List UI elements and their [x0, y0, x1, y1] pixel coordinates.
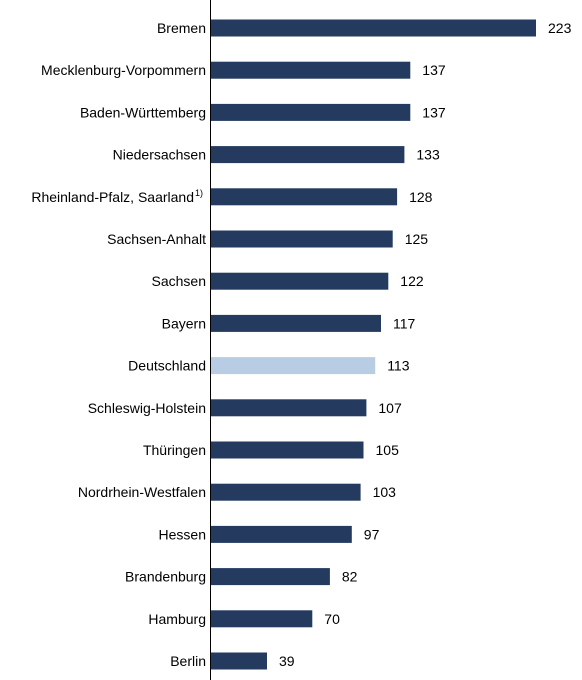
category-label-3: Niedersachsen	[113, 147, 206, 163]
value-label-1: 137	[422, 62, 446, 78]
value-label-3: 133	[416, 147, 440, 163]
bar-11	[210, 483, 361, 501]
bar-1	[210, 61, 411, 79]
category-label-7: Bayern	[162, 315, 206, 331]
category-label-1: Mecklenburg-Vorpommern	[41, 62, 206, 78]
value-label-15: 39	[279, 653, 295, 669]
bar-12	[210, 525, 352, 543]
value-label-5: 125	[405, 231, 429, 247]
category-label-9: Schleswig-Holstein	[88, 400, 206, 416]
bar-3	[210, 146, 405, 164]
value-labels-group: 223 137 137 133 128 125 122 117 113 107 105 103 97 82…	[279, 20, 572, 669]
category-label-10: Thüringen	[143, 442, 206, 458]
value-label-4: 128	[409, 189, 433, 205]
category-label-11: Nordrhein-Westfalen	[78, 484, 206, 500]
bar-13	[210, 568, 330, 586]
value-label-9: 107	[378, 400, 402, 416]
bar-9	[210, 399, 367, 417]
value-label-8: 113	[387, 358, 410, 374]
category-label-14: Hamburg	[148, 611, 206, 627]
category-labels-group: Bremen Mecklenburg-Vorpommern Baden-Württe…	[31, 20, 206, 669]
value-label-6: 122	[400, 273, 424, 289]
value-label-10: 105	[376, 442, 400, 458]
value-label-11: 103	[373, 484, 397, 500]
bar-7	[210, 314, 381, 332]
value-label-14: 70	[324, 611, 340, 627]
category-label-6: Sachsen	[152, 273, 206, 289]
category-label-2: Baden-Württemberg	[80, 104, 206, 120]
bars-group	[210, 19, 536, 670]
bar-15	[210, 652, 267, 670]
category-label-15: Berlin	[170, 653, 206, 669]
category-label-8: Deutschland	[128, 358, 206, 374]
bar-6	[210, 272, 389, 290]
bar-4	[210, 188, 398, 206]
category-footnote-4: 1)	[195, 188, 203, 198]
category-label-13: Brandenburg	[125, 569, 206, 585]
bar-10	[210, 441, 364, 459]
bar-8	[210, 357, 376, 375]
value-label-0: 223	[548, 20, 572, 36]
value-label-12: 97	[364, 526, 380, 542]
bar-0	[210, 19, 536, 37]
bar-5	[210, 230, 393, 248]
value-label-13: 82	[342, 569, 358, 585]
value-label-7: 117	[393, 315, 416, 331]
bar-14	[210, 610, 313, 628]
value-label-2: 137	[422, 104, 446, 120]
category-label-4: Rheinland-Pfalz, Saarland	[31, 189, 194, 205]
category-label-12: Hessen	[159, 526, 206, 542]
bar-2	[210, 103, 411, 121]
category-label-5: Sachsen-Anhalt	[107, 231, 206, 247]
category-label-0: Bremen	[157, 20, 206, 36]
